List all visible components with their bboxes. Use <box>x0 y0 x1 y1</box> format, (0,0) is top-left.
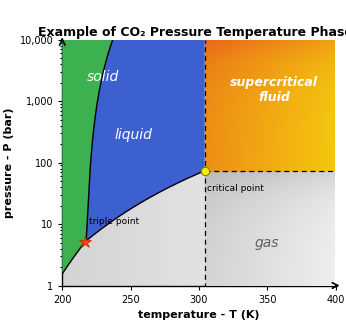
Y-axis label: pressure - P (bar): pressure - P (bar) <box>4 108 14 218</box>
Polygon shape <box>62 40 113 274</box>
Text: critical point: critical point <box>207 184 264 194</box>
Text: solid: solid <box>87 70 119 84</box>
Text: supercritical
fluid: supercritical fluid <box>230 76 318 105</box>
Polygon shape <box>85 40 205 242</box>
Text: gas: gas <box>255 236 280 250</box>
Title: Example of CO₂ Pressure Temperature Phases: Example of CO₂ Pressure Temperature Phas… <box>38 26 346 39</box>
Text: triple point: triple point <box>89 217 139 226</box>
Text: liquid: liquid <box>115 128 152 142</box>
X-axis label: temperature - T (K): temperature - T (K) <box>138 310 260 320</box>
